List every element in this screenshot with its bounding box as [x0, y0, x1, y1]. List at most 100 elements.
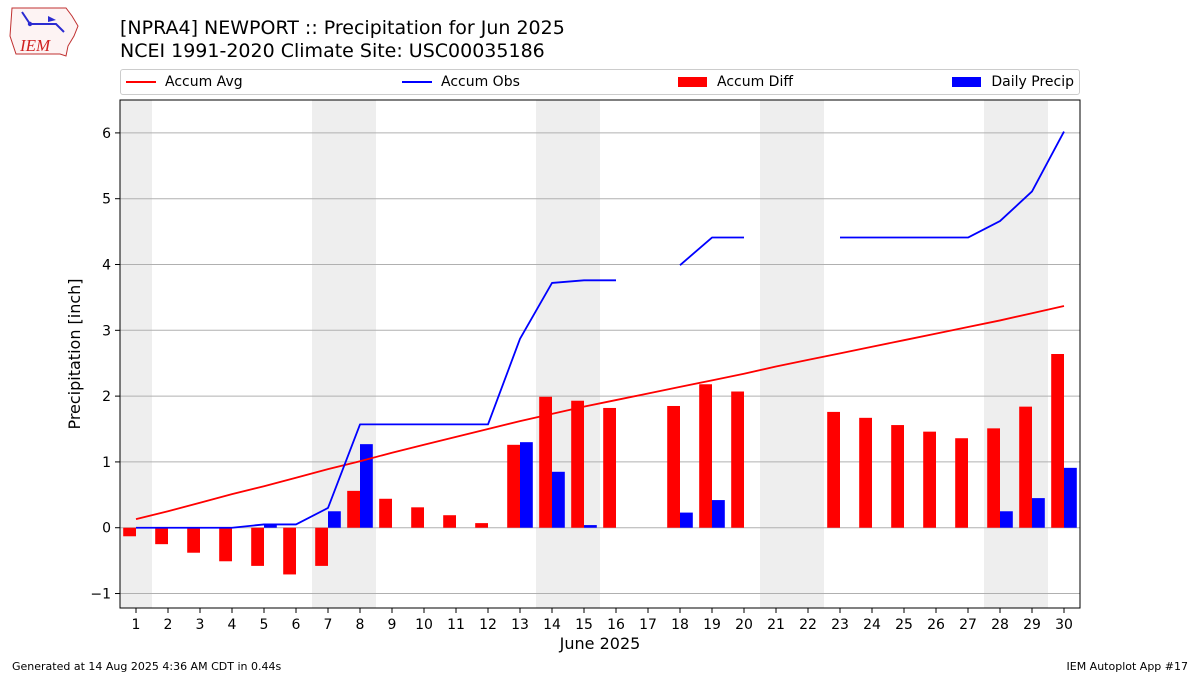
- x-tick-label: 20: [735, 617, 753, 633]
- x-tick-label: 28: [991, 617, 1009, 633]
- daily-precip-bar: [1064, 467, 1077, 528]
- x-tick-label: 27: [959, 617, 977, 633]
- legend-label: Accum Diff: [717, 74, 794, 90]
- x-tick-label: 4: [228, 617, 237, 633]
- daily-precip-bar: [328, 511, 341, 528]
- x-tick-label: 17: [639, 617, 657, 633]
- daily-precip-bar: [584, 525, 597, 528]
- weekend-shade: [984, 100, 1048, 608]
- x-tick-label: 3: [196, 617, 205, 633]
- x-tick-label: 15: [575, 617, 593, 633]
- y-tick-label: 4: [102, 258, 111, 274]
- legend-line-swatch: [126, 81, 156, 83]
- plot-frame: [119, 99, 1081, 609]
- x-tick-label: 16: [607, 617, 625, 633]
- y-tick-label: −1: [90, 587, 111, 603]
- accum-diff-bar: [475, 523, 488, 528]
- x-tick-label: 23: [831, 617, 849, 633]
- accum-obs-line: [840, 131, 1065, 239]
- y-tick-label: 5: [102, 192, 111, 208]
- daily-precip-bar: [264, 524, 277, 528]
- x-tick-label: 8: [356, 617, 365, 633]
- accum-diff-bar: [443, 515, 456, 528]
- iem-logo: IEM: [8, 6, 80, 58]
- daily-precip-bar: [680, 512, 693, 528]
- legend-item: Daily Precip: [952, 70, 1074, 94]
- x-tick-label: 10: [415, 617, 433, 633]
- accum-diff-bar: [1051, 354, 1064, 528]
- accum-avg-line: [135, 305, 1065, 521]
- accum-diff-bar: [859, 417, 872, 528]
- accum-diff-bar: [283, 527, 296, 575]
- x-tick-label: 9: [388, 617, 397, 633]
- daily-precip-bar: [552, 471, 565, 528]
- legend-item: Accum Diff: [678, 70, 793, 94]
- accum-diff-bar: [699, 384, 712, 528]
- accum-obs-line: [679, 236, 744, 266]
- accum-diff-bar: [347, 490, 360, 528]
- chart-subtitle: NCEI 1991-2020 Climate Site: USC00035186: [120, 40, 545, 62]
- generated-note: Generated at 14 Aug 2025 4:36 AM CDT in …: [12, 660, 282, 673]
- x-axis-label: June 2025: [559, 634, 641, 653]
- x-tick-label: 26: [927, 617, 945, 633]
- x-tick-label: 22: [799, 617, 817, 633]
- daily-precip-bar: [360, 444, 373, 528]
- accum-diff-bar: [987, 428, 1000, 528]
- x-tick-label: 18: [671, 617, 689, 633]
- x-tick-label: 13: [511, 617, 529, 633]
- x-tick-label: 24: [863, 617, 881, 633]
- x-tick-label: 12: [479, 617, 497, 633]
- legend-item: Accum Obs: [402, 70, 520, 94]
- daily-precip-bar: [1032, 498, 1045, 528]
- accum-diff-bar: [731, 391, 744, 528]
- x-tick-label: 7: [324, 617, 333, 633]
- legend-line-swatch: [402, 81, 432, 83]
- x-tick-label: 14: [543, 617, 561, 633]
- x-tick-label: 1: [132, 617, 141, 633]
- legend-patch-swatch: [952, 77, 982, 87]
- daily-precip-bar: [1000, 511, 1013, 528]
- accum-diff-bar: [667, 405, 680, 528]
- x-tick-label: 25: [895, 617, 913, 633]
- accum-diff-bar: [187, 527, 200, 553]
- y-tick-label: 3: [102, 323, 111, 339]
- accum-diff-bar: [891, 425, 904, 528]
- logo-text: IEM: [19, 36, 51, 55]
- accum-diff-bar: [379, 498, 392, 528]
- weekend-shade: [760, 100, 824, 608]
- x-tick-label: 30: [1055, 617, 1073, 633]
- y-tick-label: 0: [102, 521, 111, 537]
- y-axis-label: Precipitation [inch]: [65, 278, 84, 429]
- accum-diff-bar: [571, 400, 584, 528]
- weekend-shade: [120, 100, 152, 608]
- legend-patch-swatch: [678, 77, 707, 87]
- accum-diff-bar: [251, 527, 264, 566]
- legend-item: Accum Avg: [126, 70, 243, 94]
- x-tick-label: 11: [447, 617, 465, 633]
- accum-diff-bar: [603, 407, 616, 528]
- accum-diff-bar: [411, 507, 424, 528]
- app-note: IEM Autoplot App #17: [1066, 660, 1189, 673]
- x-tick-label: 6: [292, 617, 301, 633]
- legend-label: Accum Obs: [441, 74, 520, 90]
- legend-label: Daily Precip: [991, 74, 1074, 90]
- chart-title: [NPRA4] NEWPORT :: Precipitation for Jun…: [120, 17, 565, 39]
- legend-label: Accum Avg: [165, 74, 243, 90]
- accum-diff-bar: [123, 527, 136, 537]
- x-tick-label: 2: [164, 617, 173, 633]
- accum-obs-line: [136, 279, 616, 529]
- accum-diff-bar: [827, 411, 840, 528]
- accum-diff-bar: [155, 527, 168, 545]
- daily-precip-bar: [520, 442, 533, 528]
- y-tick-label: 6: [102, 126, 111, 142]
- accum-diff-bar: [1019, 406, 1032, 528]
- x-tick-label: 19: [703, 617, 721, 633]
- weekend-shade: [536, 100, 600, 608]
- daily-precip-bar: [712, 500, 725, 528]
- accum-diff-bar: [219, 527, 232, 562]
- accum-diff-bar: [923, 431, 936, 528]
- y-tick-label: 1: [102, 455, 111, 471]
- accum-diff-bar: [955, 438, 968, 528]
- x-tick-label: 21: [767, 617, 785, 633]
- accum-diff-bar: [507, 444, 520, 528]
